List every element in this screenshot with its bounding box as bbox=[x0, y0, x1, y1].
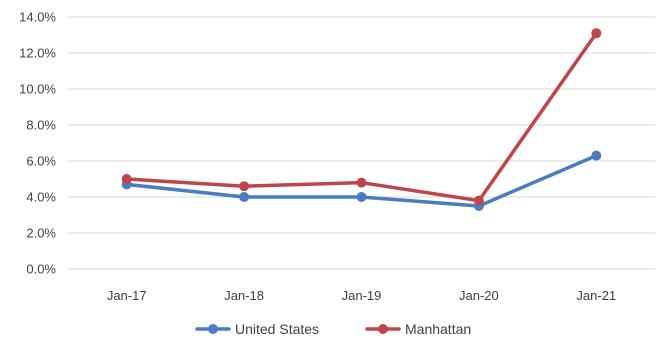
x-tick-label: Jan-20 bbox=[459, 288, 499, 303]
legend: United States Manhattan bbox=[195, 321, 471, 337]
x-tick-label: Jan-17 bbox=[107, 288, 147, 303]
data-point bbox=[121, 174, 132, 184]
x-tick-label: Jan-18 bbox=[224, 288, 264, 303]
legend-swatch-marker bbox=[208, 324, 218, 334]
y-tick-label: 10.0% bbox=[19, 82, 56, 97]
y-tick-label: 14.0% bbox=[19, 10, 56, 25]
x-tick-label: Jan-19 bbox=[342, 288, 382, 303]
y-tick-label: 12.0% bbox=[19, 46, 56, 61]
data-point bbox=[239, 192, 250, 202]
y-tick-label: 4.0% bbox=[26, 190, 56, 205]
data-point bbox=[591, 28, 602, 39]
data-point bbox=[473, 195, 484, 206]
y-tick-label: 6.0% bbox=[26, 154, 56, 169]
gridlines bbox=[68, 16, 655, 270]
x-axis-tick-labels: Jan-17 Jan-18 Jan-19 Jan-20 Jan-21 bbox=[107, 288, 616, 303]
legend-label: United States bbox=[235, 321, 319, 337]
legend-label: Manhattan bbox=[405, 321, 471, 337]
y-axis-tick-labels: 0.0% 2.0% 4.0% 6.0% 8.0% 10.0% 12.0% 14.0% bbox=[19, 10, 56, 277]
series-line-2 bbox=[124, 31, 599, 203]
series-lines bbox=[121, 28, 602, 211]
data-point bbox=[239, 181, 250, 192]
y-tick-label: 8.0% bbox=[26, 118, 56, 133]
legend-swatch-marker bbox=[378, 324, 388, 334]
data-point bbox=[591, 150, 602, 161]
x-tick-label: Jan-21 bbox=[576, 288, 616, 303]
data-point bbox=[356, 177, 367, 188]
y-tick-label: 2.0% bbox=[26, 226, 56, 241]
y-tick-label: 0.0% bbox=[26, 262, 56, 277]
data-point bbox=[356, 192, 367, 202]
